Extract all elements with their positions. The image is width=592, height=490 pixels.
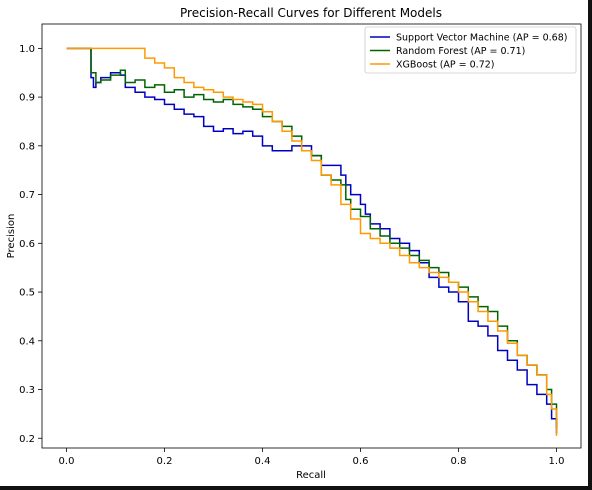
y-tick-label: 0.9: [19, 93, 35, 104]
y-axis-label: Precision: [6, 214, 17, 259]
x-tick-label: 1.0: [549, 456, 565, 467]
x-tick-label: 0.4: [255, 456, 271, 467]
y-tick-label: 0.4: [19, 336, 35, 347]
x-axis-label: Recall: [296, 470, 326, 481]
x-tick-label: 0.8: [451, 456, 467, 467]
series-line-2: [66, 47, 558, 436]
y-tick-label: 0.3: [19, 385, 35, 396]
y-axis-ticks: 0.2 0.3 0.4 0.5 0.6 0.7 0.8 0.9 1.0: [19, 44, 42, 445]
x-tick-label: 0.0: [59, 456, 75, 467]
series-line-0: [66, 47, 558, 434]
legend-box: [364, 26, 577, 74]
legend-label-2: XGBoost (AP = 0.72): [396, 60, 495, 71]
y-tick-label: 1.0: [19, 44, 35, 55]
y-tick-label: 0.6: [19, 239, 35, 250]
x-axis-ticks: 0.0 0.2 0.4 0.6 0.8 1.0: [59, 448, 565, 467]
series-layer: [66, 47, 558, 436]
legend-label-1: Random Forest (AP = 0.71): [396, 46, 525, 57]
y-tick-label: 0.7: [19, 190, 35, 201]
legend-label-0: Support Vector Machine (AP = 0.68): [396, 33, 567, 44]
chart-title: Precision-Recall Curves for Different Mo…: [180, 6, 442, 20]
y-tick-label: 0.5: [19, 288, 35, 299]
y-tick-label: 0.2: [19, 434, 35, 445]
plot-area: [41, 23, 582, 449]
x-tick-label: 0.2: [157, 456, 173, 467]
legend: Support Vector Machine (AP = 0.68) Random…: [364, 26, 577, 74]
y-tick-label: 0.8: [19, 141, 35, 152]
x-tick-label: 0.6: [353, 456, 369, 467]
